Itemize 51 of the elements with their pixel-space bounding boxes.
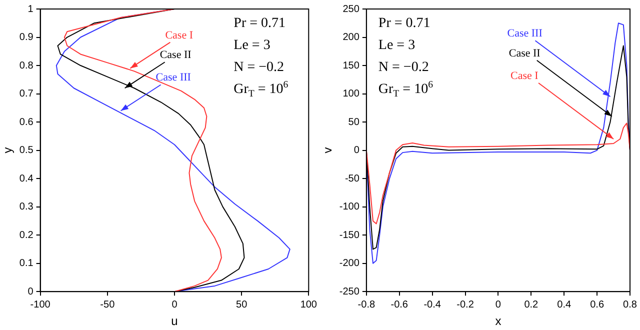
y-tick-label: 0 bbox=[28, 286, 34, 298]
y-tick-label: 0.5 bbox=[19, 145, 34, 156]
y-tick-label: -100 bbox=[339, 202, 360, 213]
annotation: Le = 3 bbox=[378, 38, 416, 53]
y-axis-title: y bbox=[0, 147, 15, 154]
x-tick-label: 100 bbox=[300, 299, 318, 310]
annotation: Case II bbox=[160, 49, 192, 62]
y-tick-label: -200 bbox=[339, 258, 360, 270]
y-tick-label: 0.2 bbox=[19, 230, 34, 241]
y-tick-label: 0.4 bbox=[19, 173, 34, 184]
x-tick-label: -50 bbox=[100, 299, 116, 310]
annotation: Case III bbox=[156, 72, 192, 84]
x-tick-label: -0.2 bbox=[456, 299, 474, 310]
y-tick-label: 1 bbox=[28, 4, 34, 15]
annotation: Case III bbox=[507, 28, 543, 40]
x-tick-label: 50 bbox=[236, 299, 248, 310]
annotation: N = −0.2 bbox=[234, 60, 284, 75]
annotation: Pr = 0.71 bbox=[378, 16, 430, 31]
y-tick-label: -50 bbox=[344, 173, 360, 184]
annotation: Case II bbox=[508, 47, 541, 60]
y-tick-label: 0.8 bbox=[19, 60, 34, 72]
y-tick-label: 0.3 bbox=[19, 202, 34, 213]
y-tick-label: 150 bbox=[342, 60, 360, 72]
y-tick-label: 0.7 bbox=[19, 88, 34, 100]
annotation: Pr = 0.71 bbox=[234, 16, 286, 31]
y-tick-label: 0 bbox=[354, 145, 360, 156]
x-tick-label: -0.8 bbox=[358, 299, 376, 310]
x-tick-label: 0 bbox=[172, 299, 178, 310]
y-tick-label: 0.9 bbox=[19, 32, 34, 44]
annotation: Case I bbox=[510, 70, 539, 82]
x-tick-label: 0.6 bbox=[590, 299, 604, 310]
x-axis-title: u bbox=[171, 314, 178, 328]
x-tick-label: -0.4 bbox=[424, 299, 442, 310]
y-tick-label: 0.1 bbox=[19, 258, 34, 270]
y-tick-label: -150 bbox=[339, 230, 360, 241]
annotation: Case I bbox=[165, 29, 194, 42]
y-axis-title: v bbox=[320, 147, 335, 154]
y-tick-label: 200 bbox=[342, 32, 360, 44]
x-axis-title: x bbox=[495, 314, 502, 328]
x-tick-label: 0.4 bbox=[557, 299, 572, 310]
y-tick-label: 0.6 bbox=[19, 116, 34, 128]
x-tick-label: 0 bbox=[495, 299, 502, 310]
annotation: N = −0.2 bbox=[378, 60, 429, 75]
y-tick-label: 50 bbox=[348, 116, 360, 128]
y-tick-label: -250 bbox=[339, 286, 360, 298]
y-tick-label: 250 bbox=[342, 4, 360, 15]
annotation: Le = 3 bbox=[234, 38, 270, 53]
x-tick-label: 0.2 bbox=[524, 299, 539, 310]
y-tick-label: 100 bbox=[342, 88, 360, 100]
x-tick-label: -0.6 bbox=[390, 299, 408, 310]
x-tick-label: 0.8 bbox=[623, 299, 638, 310]
